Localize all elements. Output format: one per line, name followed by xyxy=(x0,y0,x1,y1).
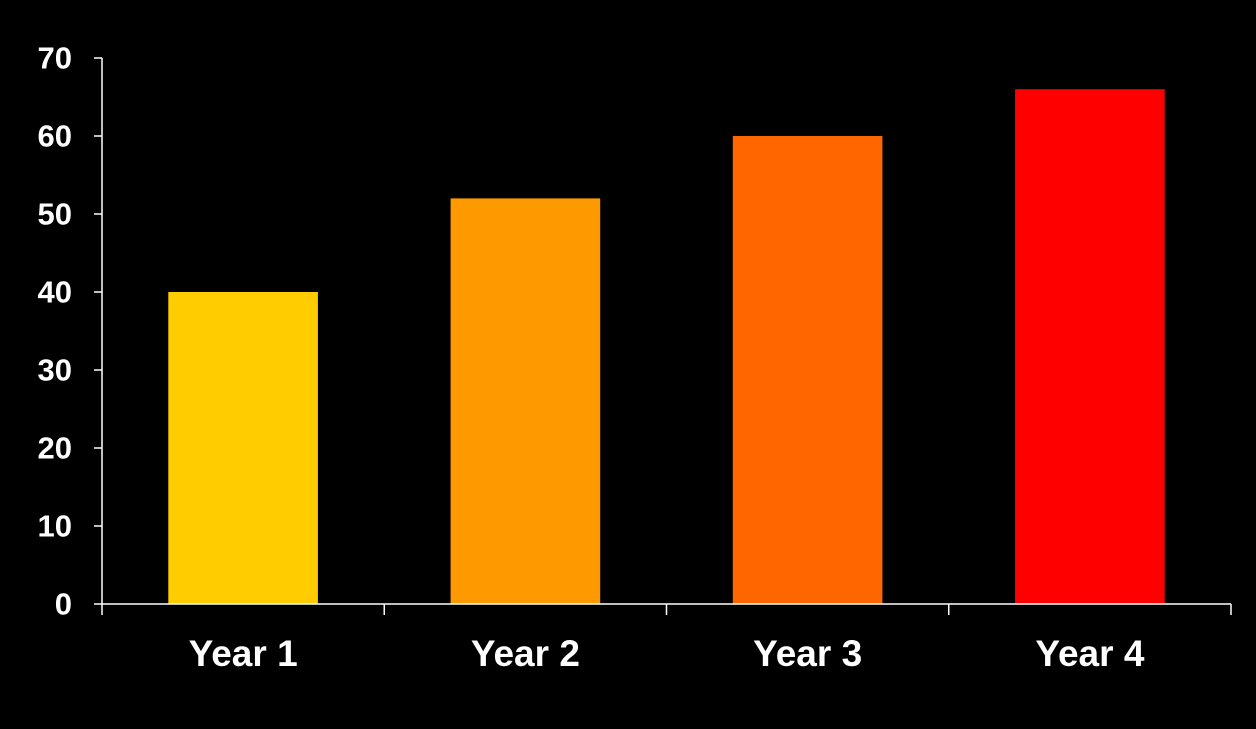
bar-year-3 xyxy=(732,136,883,604)
x-category-label: Year 4 xyxy=(1035,633,1144,674)
y-tick-label: 40 xyxy=(38,275,72,310)
y-tick-label: 10 xyxy=(38,509,72,544)
bars-layer xyxy=(168,89,1165,604)
labels-layer: 0 10 20 30 40 50 60 70 Year 1 Year 2 Year 3 Year 4 xyxy=(38,41,1145,675)
bar-year-2 xyxy=(450,198,601,604)
axes-layer xyxy=(94,57,1232,615)
x-category-label: Year 3 xyxy=(753,633,862,674)
bar-year-4 xyxy=(1015,89,1165,604)
bar-year-1 xyxy=(168,292,318,604)
x-category-label: Year 2 xyxy=(471,633,580,674)
y-tick-label: 50 xyxy=(38,197,72,232)
y-tick-label: 0 xyxy=(55,587,72,622)
x-category-label: Year 1 xyxy=(189,633,298,674)
y-tick-label: 20 xyxy=(38,431,72,466)
y-tick-label: 30 xyxy=(38,353,72,388)
y-tick-label: 70 xyxy=(38,41,72,76)
y-tick-label: 60 xyxy=(38,119,72,154)
